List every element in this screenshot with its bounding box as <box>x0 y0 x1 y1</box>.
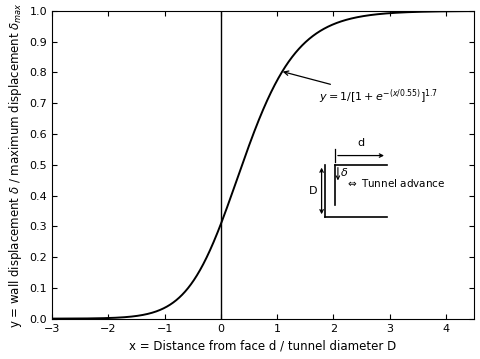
X-axis label: x = Distance from face d / tunnel diameter D: x = Distance from face d / tunnel diamet… <box>129 339 396 352</box>
Text: $\Leftrightarrow$ Tunnel advance: $\Leftrightarrow$ Tunnel advance <box>344 177 444 189</box>
Y-axis label: y = wall displacement $\delta$ / maximum displacement $\delta_{max}$: y = wall displacement $\delta$ / maximum… <box>7 2 24 328</box>
Text: D: D <box>309 186 317 196</box>
Text: $y=1/\left[1+e^{-(x/0.55)}\right]^{1.7}$: $y=1/\left[1+e^{-(x/0.55)}\right]^{1.7}$ <box>283 71 437 106</box>
Text: d: d <box>357 138 364 148</box>
Text: $\delta$: $\delta$ <box>339 167 348 178</box>
